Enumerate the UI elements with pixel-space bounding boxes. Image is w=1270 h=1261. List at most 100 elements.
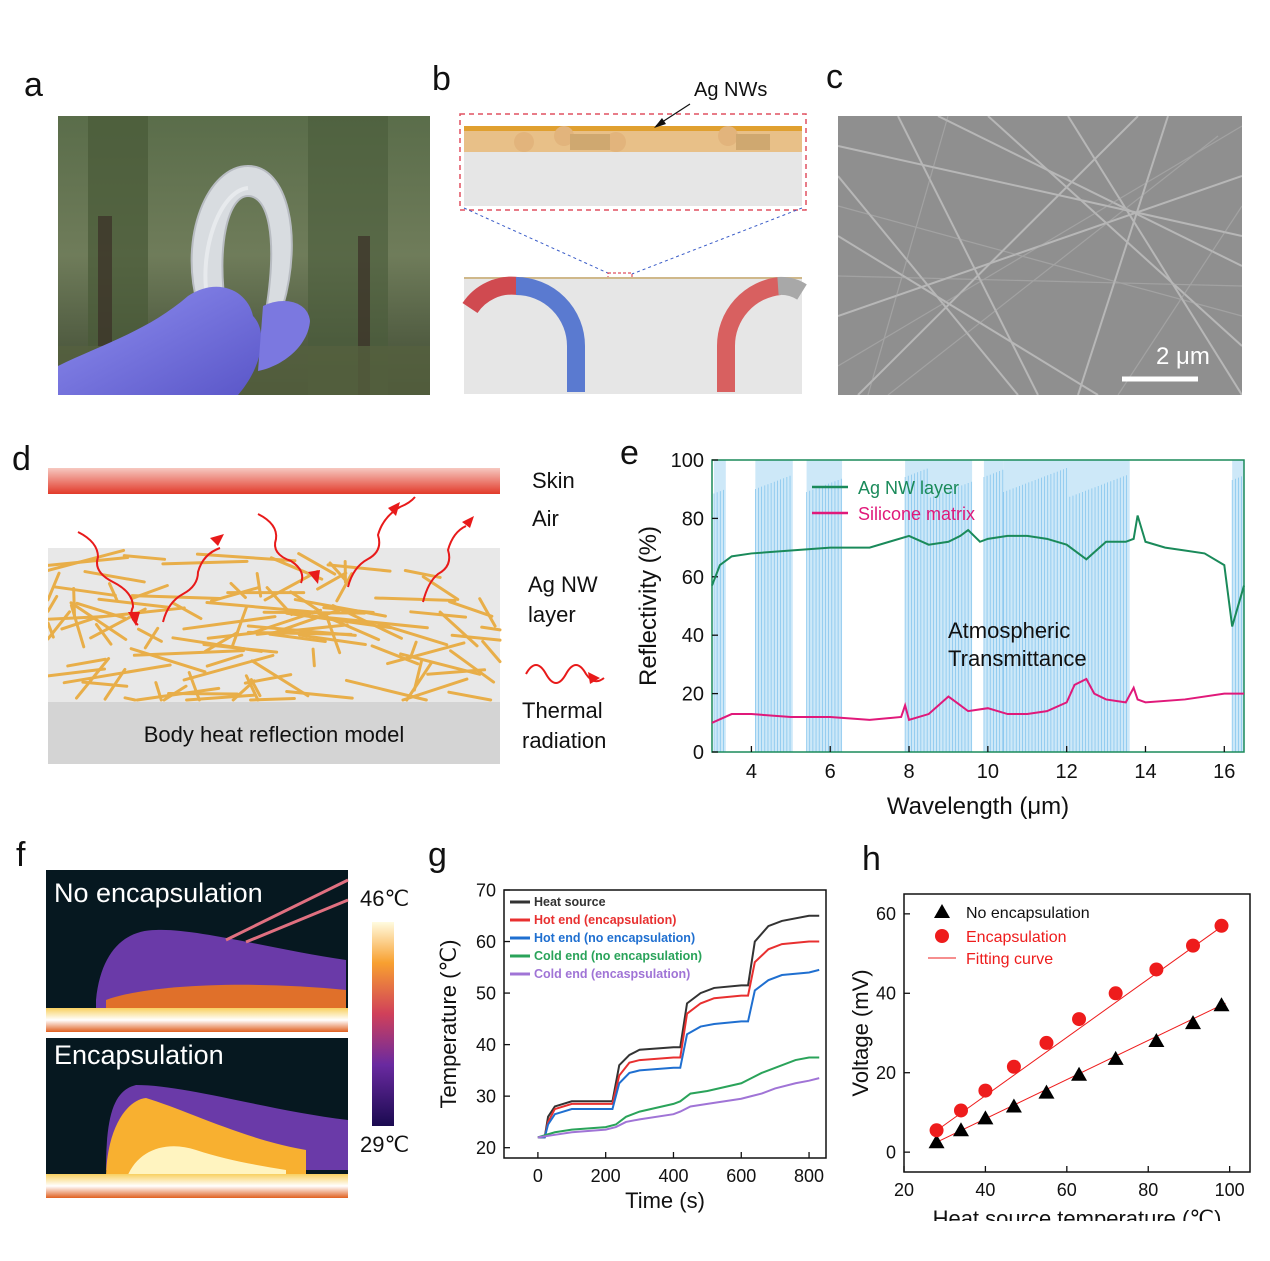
x-tick-label: 8 — [903, 761, 914, 783]
annotation-line-1: Atmospheric — [948, 618, 1070, 643]
y-tick-label: 20 — [876, 1063, 896, 1083]
data-point-circle — [1108, 986, 1123, 1001]
nanowire — [322, 606, 375, 614]
data-point-circle — [1149, 962, 1164, 977]
x-tick-label: 400 — [658, 1166, 688, 1186]
legend-label: Hot end (encapsulation) — [534, 913, 676, 927]
legend-label: No encapsulation — [966, 905, 1090, 922]
panel-label-e: e — [620, 434, 639, 472]
nanowire — [205, 653, 244, 668]
x-axis-label: Wavelength (μm) — [887, 793, 1069, 820]
x-tick-label: 800 — [794, 1166, 824, 1186]
plot-frame — [503, 889, 827, 1159]
legend-label: Cold end (encaspsulation) — [534, 967, 690, 981]
panel-label-b: b — [432, 60, 451, 98]
panel-b-schematic: Ag NWs — [459, 79, 807, 394]
series-line-silicone-matrix — [711, 677, 1244, 724]
series-line — [537, 940, 820, 1139]
agnw-layer-label-2: layer — [528, 602, 576, 627]
nanowire — [386, 641, 466, 666]
data-point-triangle — [1185, 1015, 1202, 1030]
nanowire — [205, 601, 320, 614]
nanowire — [231, 605, 249, 648]
panel-a-photo — [58, 116, 430, 395]
y-tick-label: 70 — [476, 880, 496, 900]
nanowire — [103, 667, 127, 701]
nanowire — [136, 627, 163, 643]
transmittance-band — [905, 460, 973, 752]
x-tick-label: 14 — [1134, 761, 1156, 783]
ray-3 — [257, 513, 304, 584]
panel-e-chart: 4 6 8 10 12 14 16 0 20 40 60 80 100 Wavelength (μm) Re… — [635, 450, 1245, 820]
nanowire — [161, 559, 249, 566]
nanowire — [448, 600, 494, 618]
x-tick-label: 12 — [1056, 761, 1078, 783]
nanowire — [60, 616, 97, 631]
data-point-triangle — [1005, 1098, 1022, 1113]
nanowire — [69, 601, 128, 641]
y-tick-label: 0 — [693, 742, 704, 764]
panel-label-f: f — [16, 836, 26, 874]
nanowire — [83, 570, 146, 584]
panel-h-chart: 20 40 60 80 100 0 20 40 60 Heat source temperatur… — [852, 893, 1251, 1221]
nanowire — [107, 582, 119, 602]
data-point-triangle — [1071, 1066, 1088, 1081]
panel-c-sem-image: 2 μm — [838, 116, 1242, 395]
agnw-callout: Ag NWs — [694, 79, 767, 101]
x-tick-label: 60 — [1057, 1180, 1077, 1200]
nanowire — [48, 667, 107, 678]
nanowire — [268, 632, 327, 644]
nanowire — [48, 594, 59, 613]
nanowire — [480, 625, 502, 632]
agnw-layer-label-1: Ag NW — [528, 572, 598, 597]
nanowire — [481, 639, 502, 664]
x-tick-label: 600 — [726, 1166, 756, 1186]
nanowire — [249, 678, 262, 698]
x-tick-label: 20 — [894, 1180, 914, 1200]
scale-bar-label: 2 μm — [1156, 343, 1210, 370]
y-tick-label: 40 — [876, 984, 896, 1004]
ray-5 — [422, 525, 467, 603]
x-axis-label: Time (s) — [625, 1188, 705, 1213]
y-tick-label: 40 — [476, 1035, 496, 1055]
colorbar-max: 46℃ — [360, 886, 409, 911]
legend-label: Encapsulation — [966, 929, 1067, 946]
x-tick-label: 80 — [1138, 1180, 1158, 1200]
nanowire — [311, 647, 316, 668]
nanowire — [143, 626, 160, 650]
nanowire — [331, 604, 403, 640]
skin-label: Skin — [532, 468, 575, 493]
data-point-circle — [1039, 1035, 1054, 1050]
data-point-circle — [1186, 938, 1201, 953]
panel-label-a: a — [24, 66, 43, 104]
nanowire — [94, 622, 113, 646]
y-tick-label: 100 — [671, 450, 704, 472]
y-tick-label: 50 — [476, 983, 496, 1003]
transmittance-band — [806, 460, 843, 752]
nanowire — [335, 572, 354, 603]
x-tick-label: 4 — [746, 761, 757, 783]
y-tick-label: 60 — [476, 932, 496, 952]
y-tick-label: 60 — [876, 904, 896, 924]
series-line-ag-nw-layer — [711, 515, 1245, 627]
x-tick-label: 100 — [1215, 1180, 1245, 1200]
nanowire — [135, 686, 221, 702]
y-tick-label: 20 — [476, 1138, 496, 1158]
nanowire — [72, 587, 77, 619]
nanowire — [162, 684, 188, 702]
nanowire — [62, 663, 172, 685]
panel-f-thermal: No encapsulation Encapsulation 46℃ 29℃ — [46, 870, 409, 1198]
data-point-circle — [929, 1123, 944, 1138]
nanowire — [377, 622, 449, 647]
nanowire — [316, 571, 348, 591]
plot-frame — [711, 459, 1245, 753]
nanowire — [209, 586, 260, 603]
y-tick-label: 0 — [886, 1142, 896, 1162]
y-tick-label: 40 — [682, 625, 704, 647]
nanowire — [298, 633, 367, 647]
data-point-triangle — [1148, 1032, 1165, 1047]
nanowire — [250, 659, 310, 698]
nanowire — [130, 594, 222, 600]
nanowire — [268, 607, 345, 636]
ray-2 — [162, 547, 221, 623]
